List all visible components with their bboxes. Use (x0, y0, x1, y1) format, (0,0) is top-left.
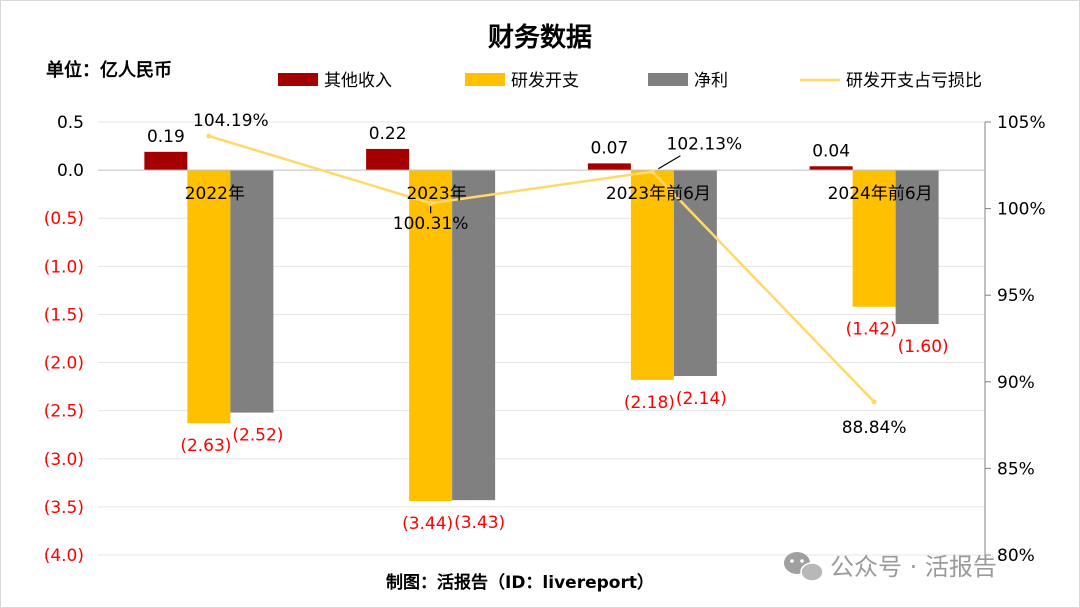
bar-data-label: (2.63) (180, 436, 231, 456)
line-data-label: 104.19% (193, 111, 269, 131)
bar-data-label: (3.43) (454, 513, 505, 533)
y-left-tick-label: 0.5 (57, 113, 84, 133)
bar (187, 170, 231, 424)
axes: 0.5 0.0 (0.5) (1.0) (1.5) (2.0) (2.5) (3.0) (3.5… (44, 113, 1046, 566)
bar-data-label: 0.19 (147, 127, 185, 147)
bar-data-label: 0.04 (812, 141, 850, 161)
ratio-line-point (206, 133, 212, 139)
legend-swatch (648, 73, 688, 86)
bar-data-label: (3.44) (402, 514, 453, 534)
bar (895, 170, 939, 325)
ratio-line-point (871, 399, 877, 405)
y-left-tick-label: 0.0 (57, 161, 84, 181)
chart-title: 财务数据 (488, 23, 592, 53)
legend-entry: 净利 (694, 71, 728, 91)
ratio-line (206, 133, 877, 405)
legend-swatch (278, 73, 318, 86)
ratio-line-point (428, 200, 434, 206)
legend-entry: 研发开支 (511, 71, 579, 91)
y-left-tick-label: (3.0) (44, 450, 84, 470)
y-right-tick-label: 100% (997, 200, 1046, 220)
wechat-icon (784, 552, 824, 582)
unit-label: 单位：亿人民币 (46, 59, 172, 81)
bar (587, 163, 631, 171)
bar-data-label: 0.22 (369, 124, 407, 144)
y-left-tick-label: (2.0) (44, 354, 84, 374)
source-label: 制图：活报告（ID：livereport） (386, 572, 654, 593)
legend-entry: 其他收入 (324, 71, 392, 91)
bar (230, 170, 274, 413)
bars (144, 148, 939, 502)
line-data-label: 100.31% (393, 214, 469, 234)
bar-data-label: (2.52) (232, 426, 283, 446)
bar (409, 170, 453, 502)
y-right-tick-label: 90% (997, 373, 1035, 393)
bar (852, 170, 896, 307)
category-label: 2023年前6月 (606, 184, 711, 204)
bar (630, 170, 674, 380)
line-label-leader (658, 155, 681, 170)
y-left-tick-label: (2.5) (44, 402, 84, 422)
bar (452, 170, 496, 501)
line-data-label: 102.13% (667, 135, 743, 155)
legend: 其他收入 研发开支 净利 研发开支占亏损比 (278, 71, 982, 91)
y-left-tick-label: (3.5) (44, 498, 84, 518)
y-right-tick-label: 95% (997, 286, 1035, 306)
bar (366, 148, 410, 171)
bar-data-label: 0.07 (590, 138, 628, 158)
bar-data-label: (1.42) (846, 320, 897, 340)
y-left-tick-label: (1.0) (44, 257, 84, 277)
ratio-line-point (649, 169, 655, 175)
category-label: 2024年前6月 (828, 184, 933, 204)
y-right-tick-label: 80% (997, 546, 1035, 566)
bar (809, 166, 853, 171)
legend-entry: 研发开支占亏损比 (846, 71, 982, 91)
ratio-line-path (208, 134, 876, 403)
y-left-tick-label: (0.5) (44, 209, 84, 229)
data-labels: 2022年 2023年 2023年前6月 2024年前6月 0.19 0.22 0.07 0.… (147, 111, 949, 534)
y-left-tick-label: (1.5) (44, 305, 84, 325)
y-left-tick-label: (4.0) (44, 546, 84, 566)
y-right-tick-label: 105% (997, 113, 1046, 133)
category-label: 2023年 (406, 184, 466, 204)
bar-data-label: (2.18) (624, 393, 675, 413)
category-label: 2022年 (185, 184, 245, 204)
watermark-text: 公众号 · 活报告 (830, 553, 997, 581)
bar (144, 151, 188, 171)
line-data-label: 88.84% (842, 418, 907, 438)
legend-swatch (465, 73, 505, 86)
bar (673, 170, 717, 377)
bar-data-label: (2.14) (676, 389, 727, 409)
watermark: 公众号 · 活报告 (784, 552, 997, 582)
bar-data-label: (1.60) (898, 337, 949, 357)
y-right-tick-label: 85% (997, 459, 1035, 479)
